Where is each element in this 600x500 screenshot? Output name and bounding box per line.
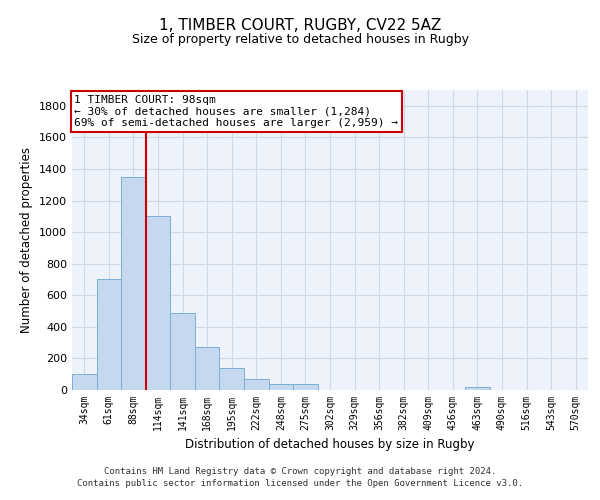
Text: Size of property relative to detached houses in Rugby: Size of property relative to detached ho… — [131, 32, 469, 46]
Text: 1, TIMBER COURT, RUGBY, CV22 5AZ: 1, TIMBER COURT, RUGBY, CV22 5AZ — [159, 18, 441, 32]
Bar — [269, 384, 293, 390]
Bar — [170, 312, 195, 390]
Bar — [293, 384, 318, 390]
Text: 1 TIMBER COURT: 98sqm
← 30% of detached houses are smaller (1,284)
69% of semi-d: 1 TIMBER COURT: 98sqm ← 30% of detached … — [74, 94, 398, 128]
Text: Contains HM Land Registry data © Crown copyright and database right 2024.
Contai: Contains HM Land Registry data © Crown c… — [77, 466, 523, 487]
Bar — [220, 368, 244, 390]
Bar — [97, 280, 121, 390]
Bar — [121, 177, 146, 390]
Bar — [244, 379, 269, 390]
X-axis label: Distribution of detached houses by size in Rugby: Distribution of detached houses by size … — [185, 438, 475, 452]
Bar — [146, 216, 170, 390]
Bar — [195, 348, 220, 390]
Y-axis label: Number of detached properties: Number of detached properties — [20, 147, 34, 333]
Bar — [465, 387, 490, 390]
Bar — [72, 374, 97, 390]
